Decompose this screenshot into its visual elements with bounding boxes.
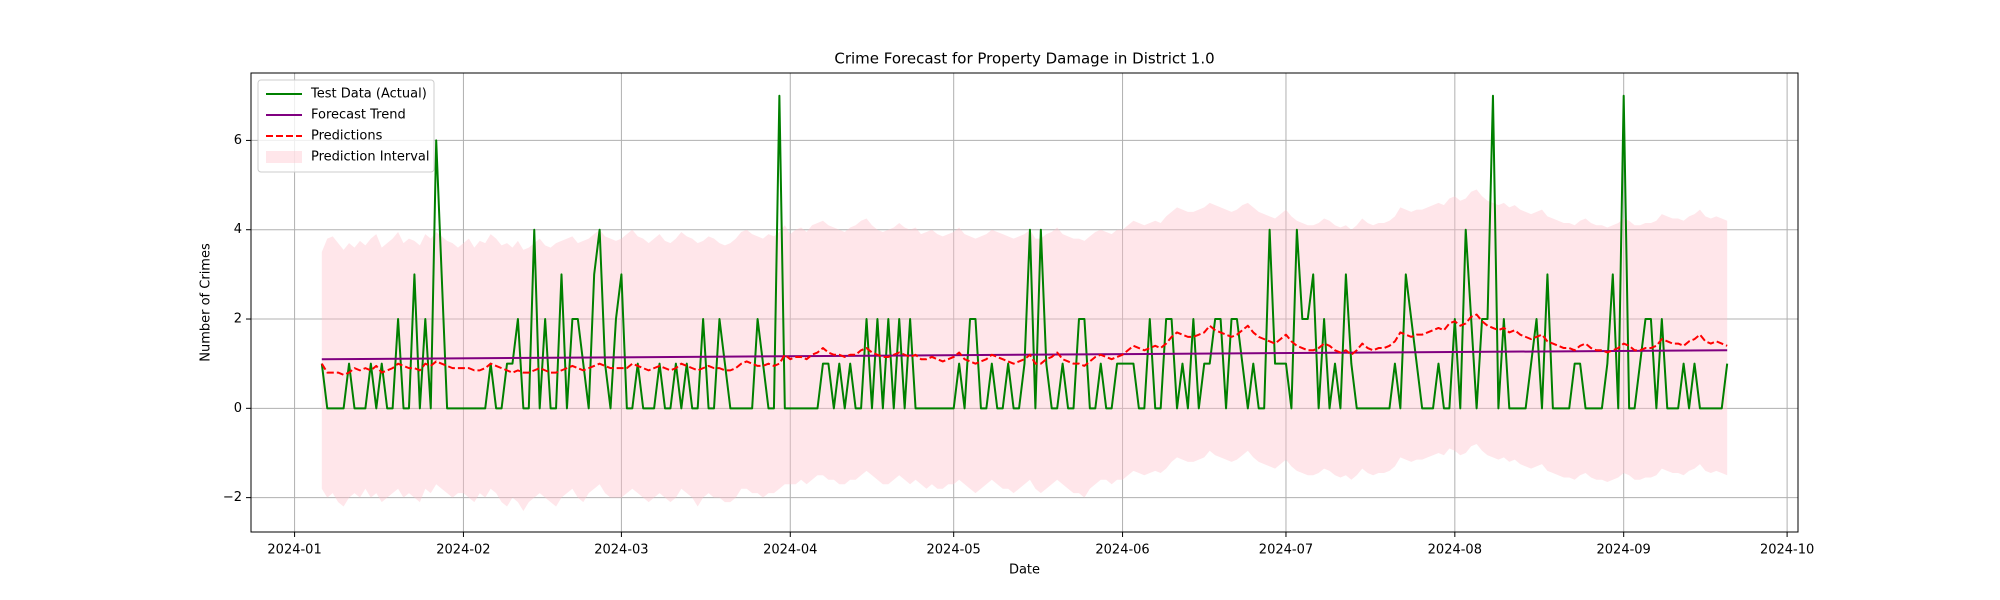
y-tick-label: −2 xyxy=(223,490,242,505)
legend-label: Forecast Trend xyxy=(311,108,406,123)
x-tick-label: 2024-01 xyxy=(267,543,321,558)
legend-label: Predictions xyxy=(311,129,383,144)
legend-box xyxy=(257,79,435,173)
x-tick-label: 2024-07 xyxy=(1259,543,1313,558)
x-tick-label: 2024-05 xyxy=(927,543,981,558)
y-axis-label: Number of Crimes xyxy=(199,243,214,362)
y-tick-label: 6 xyxy=(234,133,242,148)
series-line xyxy=(320,313,1728,376)
x-tick-label: 2024-03 xyxy=(594,543,648,558)
legend-swatch xyxy=(266,151,302,163)
x-tick-label: 2024-02 xyxy=(436,543,490,558)
series-line xyxy=(320,94,1729,410)
chart-title: Crime Forecast for Property Damage in Di… xyxy=(834,50,1214,68)
legend: Test Data (Actual) Forecast Trend Predicti… xyxy=(257,79,435,173)
x-tick-label: 2024-09 xyxy=(1597,543,1651,558)
plot-area xyxy=(320,94,1729,512)
legend-label: Prediction Interval xyxy=(311,150,430,165)
x-axis-label: Date xyxy=(1009,563,1040,578)
x-tick-label: 2024-06 xyxy=(1095,543,1149,558)
plot-frame xyxy=(250,72,1799,533)
y-tick-label: 0 xyxy=(234,401,242,416)
y-tick-label: 4 xyxy=(234,222,242,237)
legend-label: Test Data (Actual) xyxy=(310,87,427,102)
y-tick-label: 2 xyxy=(234,312,242,327)
x-tick-label: 2024-04 xyxy=(763,543,817,558)
x-tick-label: 2024-08 xyxy=(1428,543,1482,558)
series-line xyxy=(321,349,1728,361)
x-tick-label: 2024-10 xyxy=(1760,543,1814,558)
